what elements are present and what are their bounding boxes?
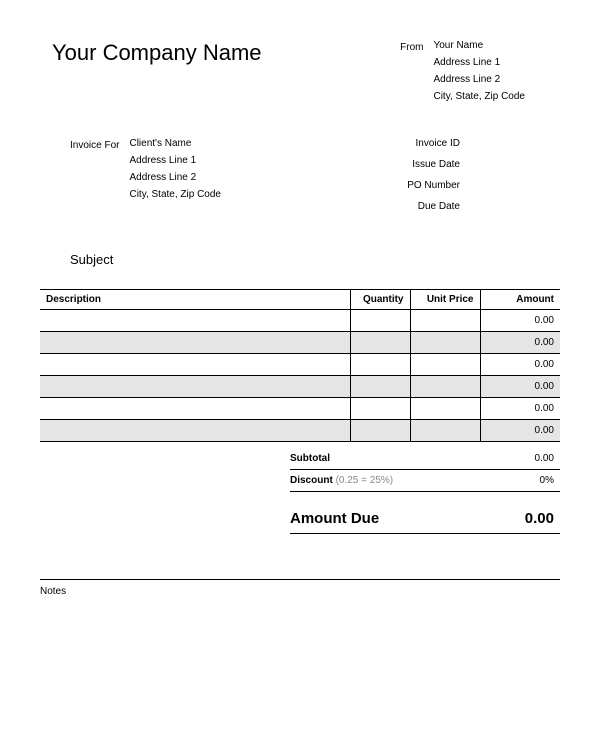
totals-block: Subtotal 0.00 Discount (0.25 = 25%) 0% A… [40, 448, 560, 534]
header-row: Your Company Name From Your Name Address… [40, 40, 560, 108]
invoice-meta: Invoice ID Issue Date PO Number Due Date [407, 138, 560, 222]
cell-description [40, 332, 350, 354]
cell-description [40, 398, 350, 420]
client-line: Address Line 2 [129, 172, 221, 183]
table-header-row: Description Quantity Unit Price Amount [40, 290, 560, 310]
subtotal-label: Subtotal [290, 453, 330, 464]
amount-due-value: 0.00 [525, 510, 554, 527]
discount-hint: (0.25 = 25%) [336, 475, 394, 486]
invoice-for-block: Invoice For Client's Name Address Line 1… [40, 138, 221, 222]
cell-amount: 0.00 [480, 310, 560, 332]
cell-unit-price [410, 376, 480, 398]
from-line: Your Name [433, 40, 525, 51]
subtotal-value: 0.00 [535, 453, 554, 464]
table-row: 0.00 [40, 398, 560, 420]
invoice-for-lines: Client's Name Address Line 1 Address Lin… [129, 138, 221, 222]
company-name: Your Company Name [40, 40, 262, 108]
cell-unit-price [410, 354, 480, 376]
cell-description [40, 376, 350, 398]
invoice-id-label: Invoice ID [407, 138, 460, 149]
cell-quantity [350, 420, 410, 442]
from-line: Address Line 2 [433, 74, 525, 85]
cell-quantity [350, 376, 410, 398]
table-row: 0.00 [40, 376, 560, 398]
table-row: 0.00 [40, 354, 560, 376]
issue-date-label: Issue Date [407, 159, 460, 170]
cell-amount: 0.00 [480, 420, 560, 442]
discount-value: 0% [540, 475, 554, 486]
cell-quantity [350, 332, 410, 354]
col-amount: Amount [480, 290, 560, 310]
from-label: From [400, 40, 423, 108]
amount-due-label: Amount Due [290, 510, 379, 527]
due-date-label: Due Date [407, 201, 460, 212]
col-quantity: Quantity [350, 290, 410, 310]
notes-block: Notes [40, 579, 560, 597]
po-number-label: PO Number [407, 180, 460, 191]
cell-amount: 0.00 [480, 398, 560, 420]
discount-label-wrap: Discount (0.25 = 25%) [290, 475, 393, 486]
client-line: City, State, Zip Code [129, 189, 221, 200]
client-line: Address Line 1 [129, 155, 221, 166]
cell-unit-price [410, 332, 480, 354]
cell-amount: 0.00 [480, 376, 560, 398]
discount-row: Discount (0.25 = 25%) 0% [290, 470, 560, 492]
from-block: From Your Name Address Line 1 Address Li… [400, 40, 560, 108]
cell-description [40, 420, 350, 442]
amount-due-row: Amount Due 0.00 [290, 492, 560, 534]
cell-unit-price [410, 398, 480, 420]
notes-label: Notes [40, 586, 560, 597]
invoice-for-label: Invoice For [70, 138, 119, 222]
table-row: 0.00 [40, 420, 560, 442]
cell-amount: 0.00 [480, 354, 560, 376]
table-row: 0.00 [40, 332, 560, 354]
from-line: City, State, Zip Code [433, 91, 525, 102]
cell-unit-price [410, 420, 480, 442]
cell-description [40, 310, 350, 332]
cell-quantity [350, 398, 410, 420]
col-description: Description [40, 290, 350, 310]
items-table: Description Quantity Unit Price Amount 0… [40, 289, 560, 442]
from-line: Address Line 1 [433, 57, 525, 68]
client-line: Client's Name [129, 138, 221, 149]
cell-description [40, 354, 350, 376]
cell-amount: 0.00 [480, 332, 560, 354]
table-row: 0.00 [40, 310, 560, 332]
discount-label: Discount [290, 475, 333, 486]
cell-quantity [350, 354, 410, 376]
from-lines: Your Name Address Line 1 Address Line 2 … [433, 40, 525, 108]
cell-unit-price [410, 310, 480, 332]
cell-quantity [350, 310, 410, 332]
subtotal-row: Subtotal 0.00 [290, 448, 560, 470]
subject-label: Subject [40, 252, 560, 267]
info-row: Invoice For Client's Name Address Line 1… [40, 138, 560, 222]
col-unit-price: Unit Price [410, 290, 480, 310]
